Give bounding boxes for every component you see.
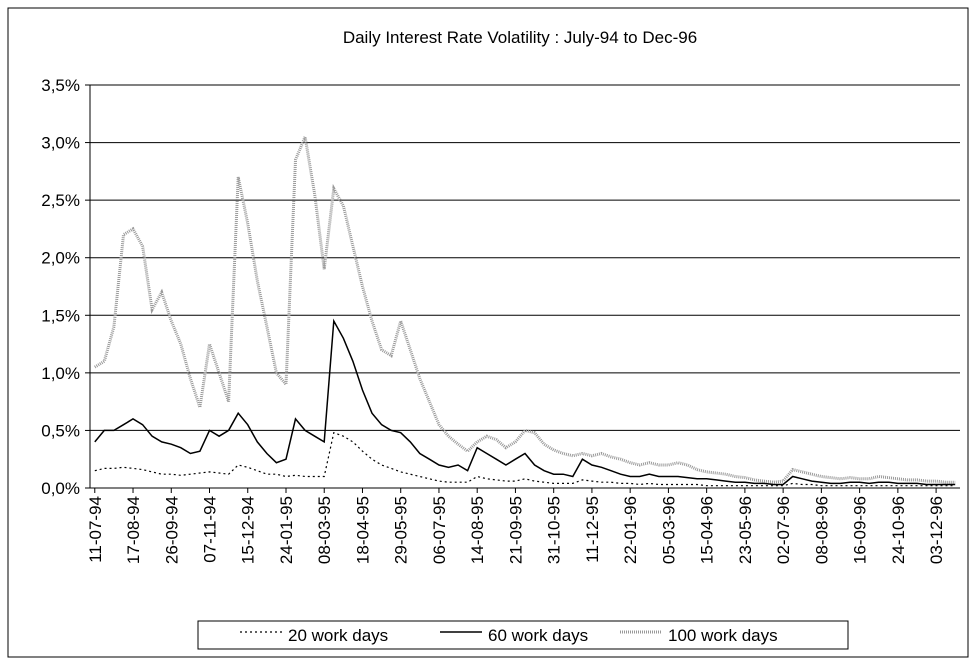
x-tick-label: 02-07-96: [774, 496, 793, 564]
x-tick-label: 22-01-96: [621, 496, 640, 564]
chart-frame: [7, 7, 969, 658]
x-tick-label: 08-03-95: [315, 496, 334, 564]
legend-label: 100 work days: [668, 626, 778, 645]
y-tick-label: 3,5%: [41, 76, 80, 95]
x-tick-label: 06-07-95: [430, 496, 449, 564]
y-tick-label: 0,5%: [41, 421, 80, 440]
x-tick-label: 31-10-95: [545, 496, 564, 564]
x-tick-label: 29-05-95: [392, 496, 411, 564]
x-tick-label: 21-09-95: [506, 496, 525, 564]
chart-title: Daily Interest Rate Volatility : July-94…: [343, 28, 697, 47]
y-tick-label: 2,5%: [41, 191, 80, 210]
legend-label: 20 work days: [288, 626, 388, 645]
y-tick-label: 1,0%: [41, 364, 80, 383]
x-tick-label: 17-08-94: [124, 496, 143, 564]
x-tick-label: 23-05-96: [736, 496, 755, 564]
x-tick-label: 24-10-96: [889, 496, 908, 564]
y-tick-label: 1,5%: [41, 306, 80, 325]
legend-box: [197, 620, 849, 650]
x-tick-label: 14-08-95: [468, 496, 487, 564]
x-tick-label: 15-12-94: [239, 496, 258, 564]
x-tick-label: 03-12-96: [927, 496, 946, 564]
series-line: [94, 131, 956, 484]
series-line: [94, 431, 956, 487]
y-tick-label: 3,0%: [41, 134, 80, 153]
series-line: [94, 318, 956, 486]
x-tick-label: 08-08-96: [812, 496, 831, 564]
x-tick-label: 24-01-95: [277, 496, 296, 564]
x-tick-label: 07-11-94: [201, 496, 220, 563]
x-tick-label: 05-03-96: [659, 496, 678, 564]
legend-label: 60 work days: [488, 626, 588, 645]
x-tick-label: 11-12-95: [583, 496, 602, 563]
x-tick-label: 16-09-96: [851, 496, 870, 564]
x-tick-label: 15-04-96: [698, 496, 717, 564]
x-tick-label: 26-09-94: [162, 496, 181, 564]
x-tick-label: 18-04-95: [353, 496, 372, 564]
y-tick-label: 0,0%: [41, 479, 80, 498]
x-tick-label: 11-07-94: [86, 496, 105, 563]
y-tick-label: 2,0%: [41, 249, 80, 268]
